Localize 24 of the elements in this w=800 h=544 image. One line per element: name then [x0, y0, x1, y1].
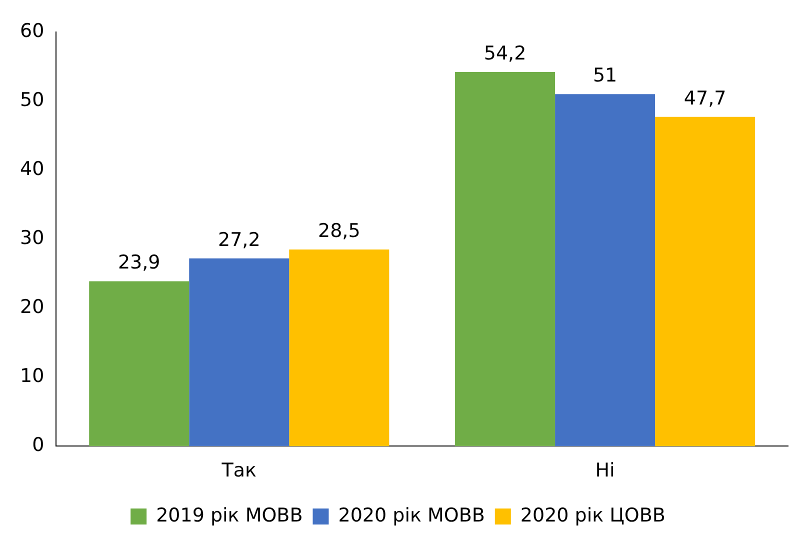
data-label: 28,5: [318, 220, 360, 242]
data-label: 51: [592, 64, 618, 87]
data-label: 27,2: [218, 228, 260, 251]
data-label: 54,2: [484, 42, 526, 64]
bar: [555, 94, 656, 446]
y-tick-label: 50: [20, 88, 44, 111]
y-tick-label: 10: [20, 365, 44, 388]
bar: [655, 116, 756, 446]
legend-label: 2020 рік ЦОВВ: [520, 504, 666, 526]
y-tick-label: 20: [20, 296, 44, 318]
bar: [455, 72, 556, 446]
bar: [189, 258, 290, 446]
x-tick-label: Так: [220, 460, 256, 482]
legend-label: 2020 рік МОВВ: [338, 504, 485, 526]
bar: [89, 281, 190, 446]
bar: [289, 249, 390, 446]
y-tick-label: 30: [20, 227, 44, 250]
y-tick-label: 40: [20, 158, 44, 180]
y-tick-label: 60: [20, 20, 44, 42]
data-label: 23,9: [118, 252, 160, 274]
data-label: 47,7: [684, 87, 726, 110]
legend-label: 2019 рік МОВВ: [156, 504, 303, 526]
x-tick-label: Ні: [595, 460, 615, 482]
y-tick-label: 0: [32, 434, 44, 456]
